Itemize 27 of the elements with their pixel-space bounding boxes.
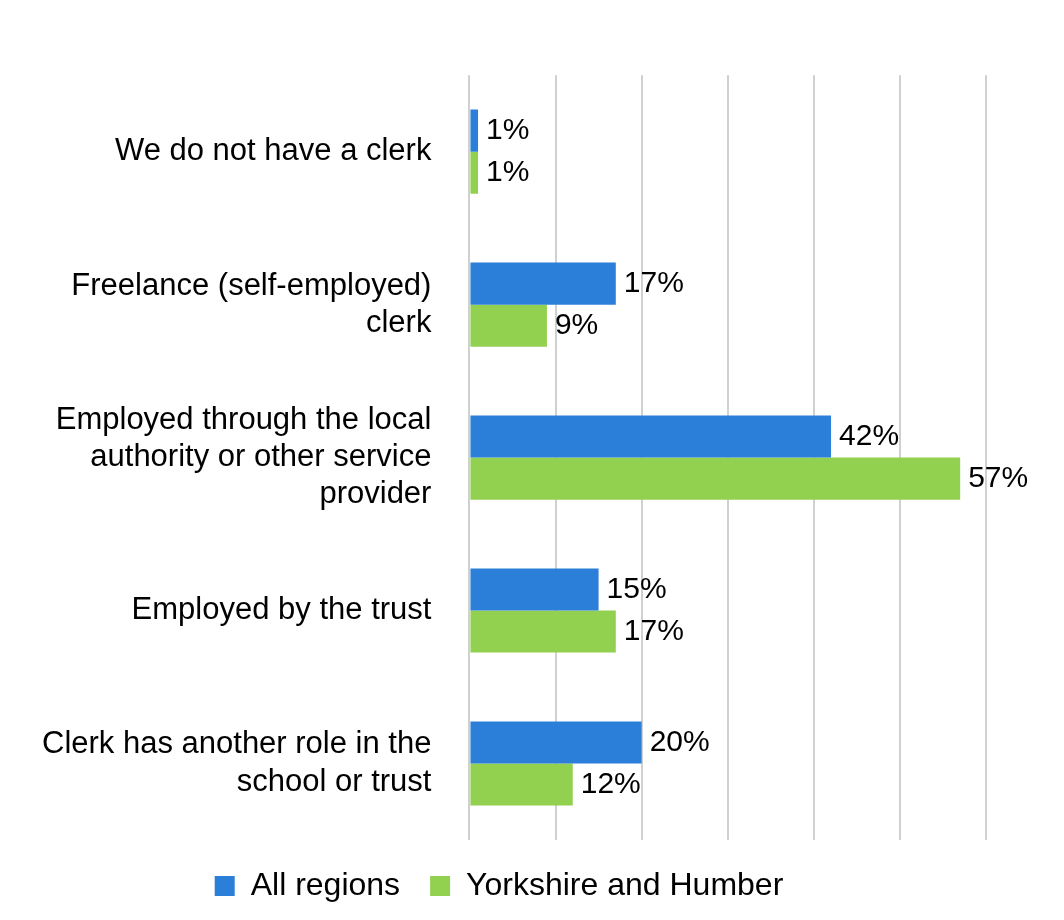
bar: [470, 151, 479, 194]
y-tick-label: Employed through the local authority or other service provider: [55, 400, 432, 511]
data-label: 15%: [606, 570, 667, 604]
bar: [470, 457, 961, 500]
data-label: 17%: [623, 612, 684, 646]
y-tick-label: Freelance (self-employed) clerk: [71, 266, 432, 339]
bar: [470, 415, 832, 458]
data-label: 1%: [486, 111, 530, 145]
bar: [470, 262, 616, 305]
data-label: 17%: [623, 264, 684, 298]
bar: [470, 304, 547, 347]
bar: [470, 610, 616, 653]
bar: [470, 763, 573, 806]
data-label: 9%: [554, 306, 599, 340]
bar: [470, 721, 642, 764]
data-label: 1%: [486, 153, 530, 187]
bar: [470, 568, 599, 611]
y-tick-label: Employed by the trust: [131, 591, 432, 627]
y-tick-label: We do not have a clerk: [114, 132, 432, 168]
bar: [470, 109, 479, 152]
legend-label: All regions: [250, 865, 401, 902]
data-label: 12%: [580, 765, 641, 799]
data-label: 42%: [839, 417, 900, 451]
y-tick-label: Clerk has another role in the school or trust: [42, 725, 432, 798]
legend-label: Yorkshire and Humber: [466, 865, 784, 902]
data-label: 20%: [649, 723, 710, 757]
data-label: 57%: [968, 459, 1029, 493]
